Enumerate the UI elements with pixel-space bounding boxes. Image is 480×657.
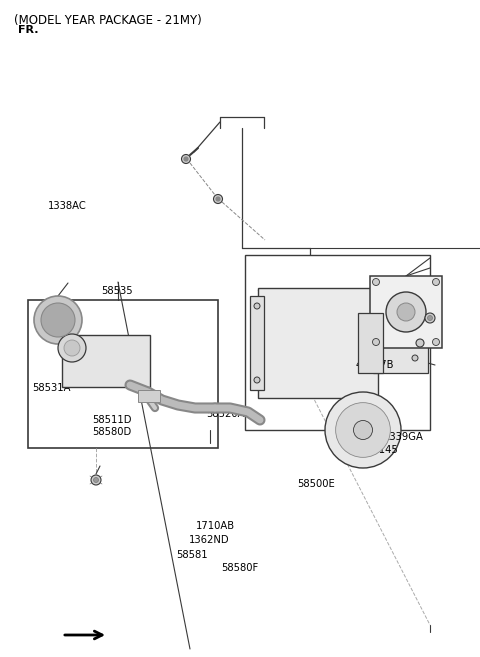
Text: 58535: 58535 [101, 286, 132, 296]
Circle shape [58, 334, 86, 362]
Bar [258, 288, 378, 398]
Bar [138, 390, 160, 402]
Circle shape [353, 420, 372, 440]
Circle shape [372, 338, 380, 346]
Text: 58520A: 58520A [206, 409, 245, 419]
Text: 1338AC: 1338AC [48, 200, 87, 211]
Circle shape [216, 197, 220, 201]
Circle shape [181, 154, 191, 164]
Bar [370, 276, 442, 348]
Text: (MODEL YEAR PACKAGE - 21MY): (MODEL YEAR PACKAGE - 21MY) [14, 14, 202, 27]
Circle shape [372, 279, 380, 286]
Text: 59145: 59145 [366, 445, 397, 455]
Bar [62, 335, 150, 387]
Text: 43777B: 43777B [355, 359, 394, 370]
Circle shape [34, 296, 82, 344]
Circle shape [386, 292, 426, 332]
Circle shape [432, 338, 440, 346]
Bar [245, 255, 430, 430]
Circle shape [94, 478, 98, 482]
Text: 58580D: 58580D [92, 426, 132, 437]
Bar [250, 296, 264, 390]
Bar [358, 313, 383, 373]
Circle shape [412, 355, 418, 361]
Circle shape [41, 303, 75, 337]
Circle shape [432, 279, 440, 286]
Circle shape [64, 340, 80, 356]
Circle shape [325, 392, 401, 468]
Circle shape [336, 403, 390, 457]
Text: 1339GA: 1339GA [384, 432, 424, 442]
Text: 58531A: 58531A [33, 382, 71, 393]
Text: 58511D: 58511D [92, 415, 132, 426]
Text: 58580F: 58580F [221, 563, 259, 573]
Circle shape [214, 194, 223, 204]
Bar [28, 300, 218, 448]
Text: 58581: 58581 [177, 550, 208, 560]
Circle shape [91, 475, 101, 485]
Circle shape [254, 303, 260, 309]
Circle shape [397, 303, 415, 321]
Circle shape [416, 339, 424, 347]
Text: 58500E: 58500E [298, 479, 336, 489]
Text: FR.: FR. [18, 25, 39, 35]
Circle shape [254, 377, 260, 383]
Circle shape [425, 313, 435, 323]
Circle shape [184, 157, 188, 161]
Text: 1362ND: 1362ND [189, 535, 229, 545]
Bar [373, 318, 428, 373]
Circle shape [428, 315, 432, 321]
Text: 1710AB: 1710AB [196, 520, 235, 531]
